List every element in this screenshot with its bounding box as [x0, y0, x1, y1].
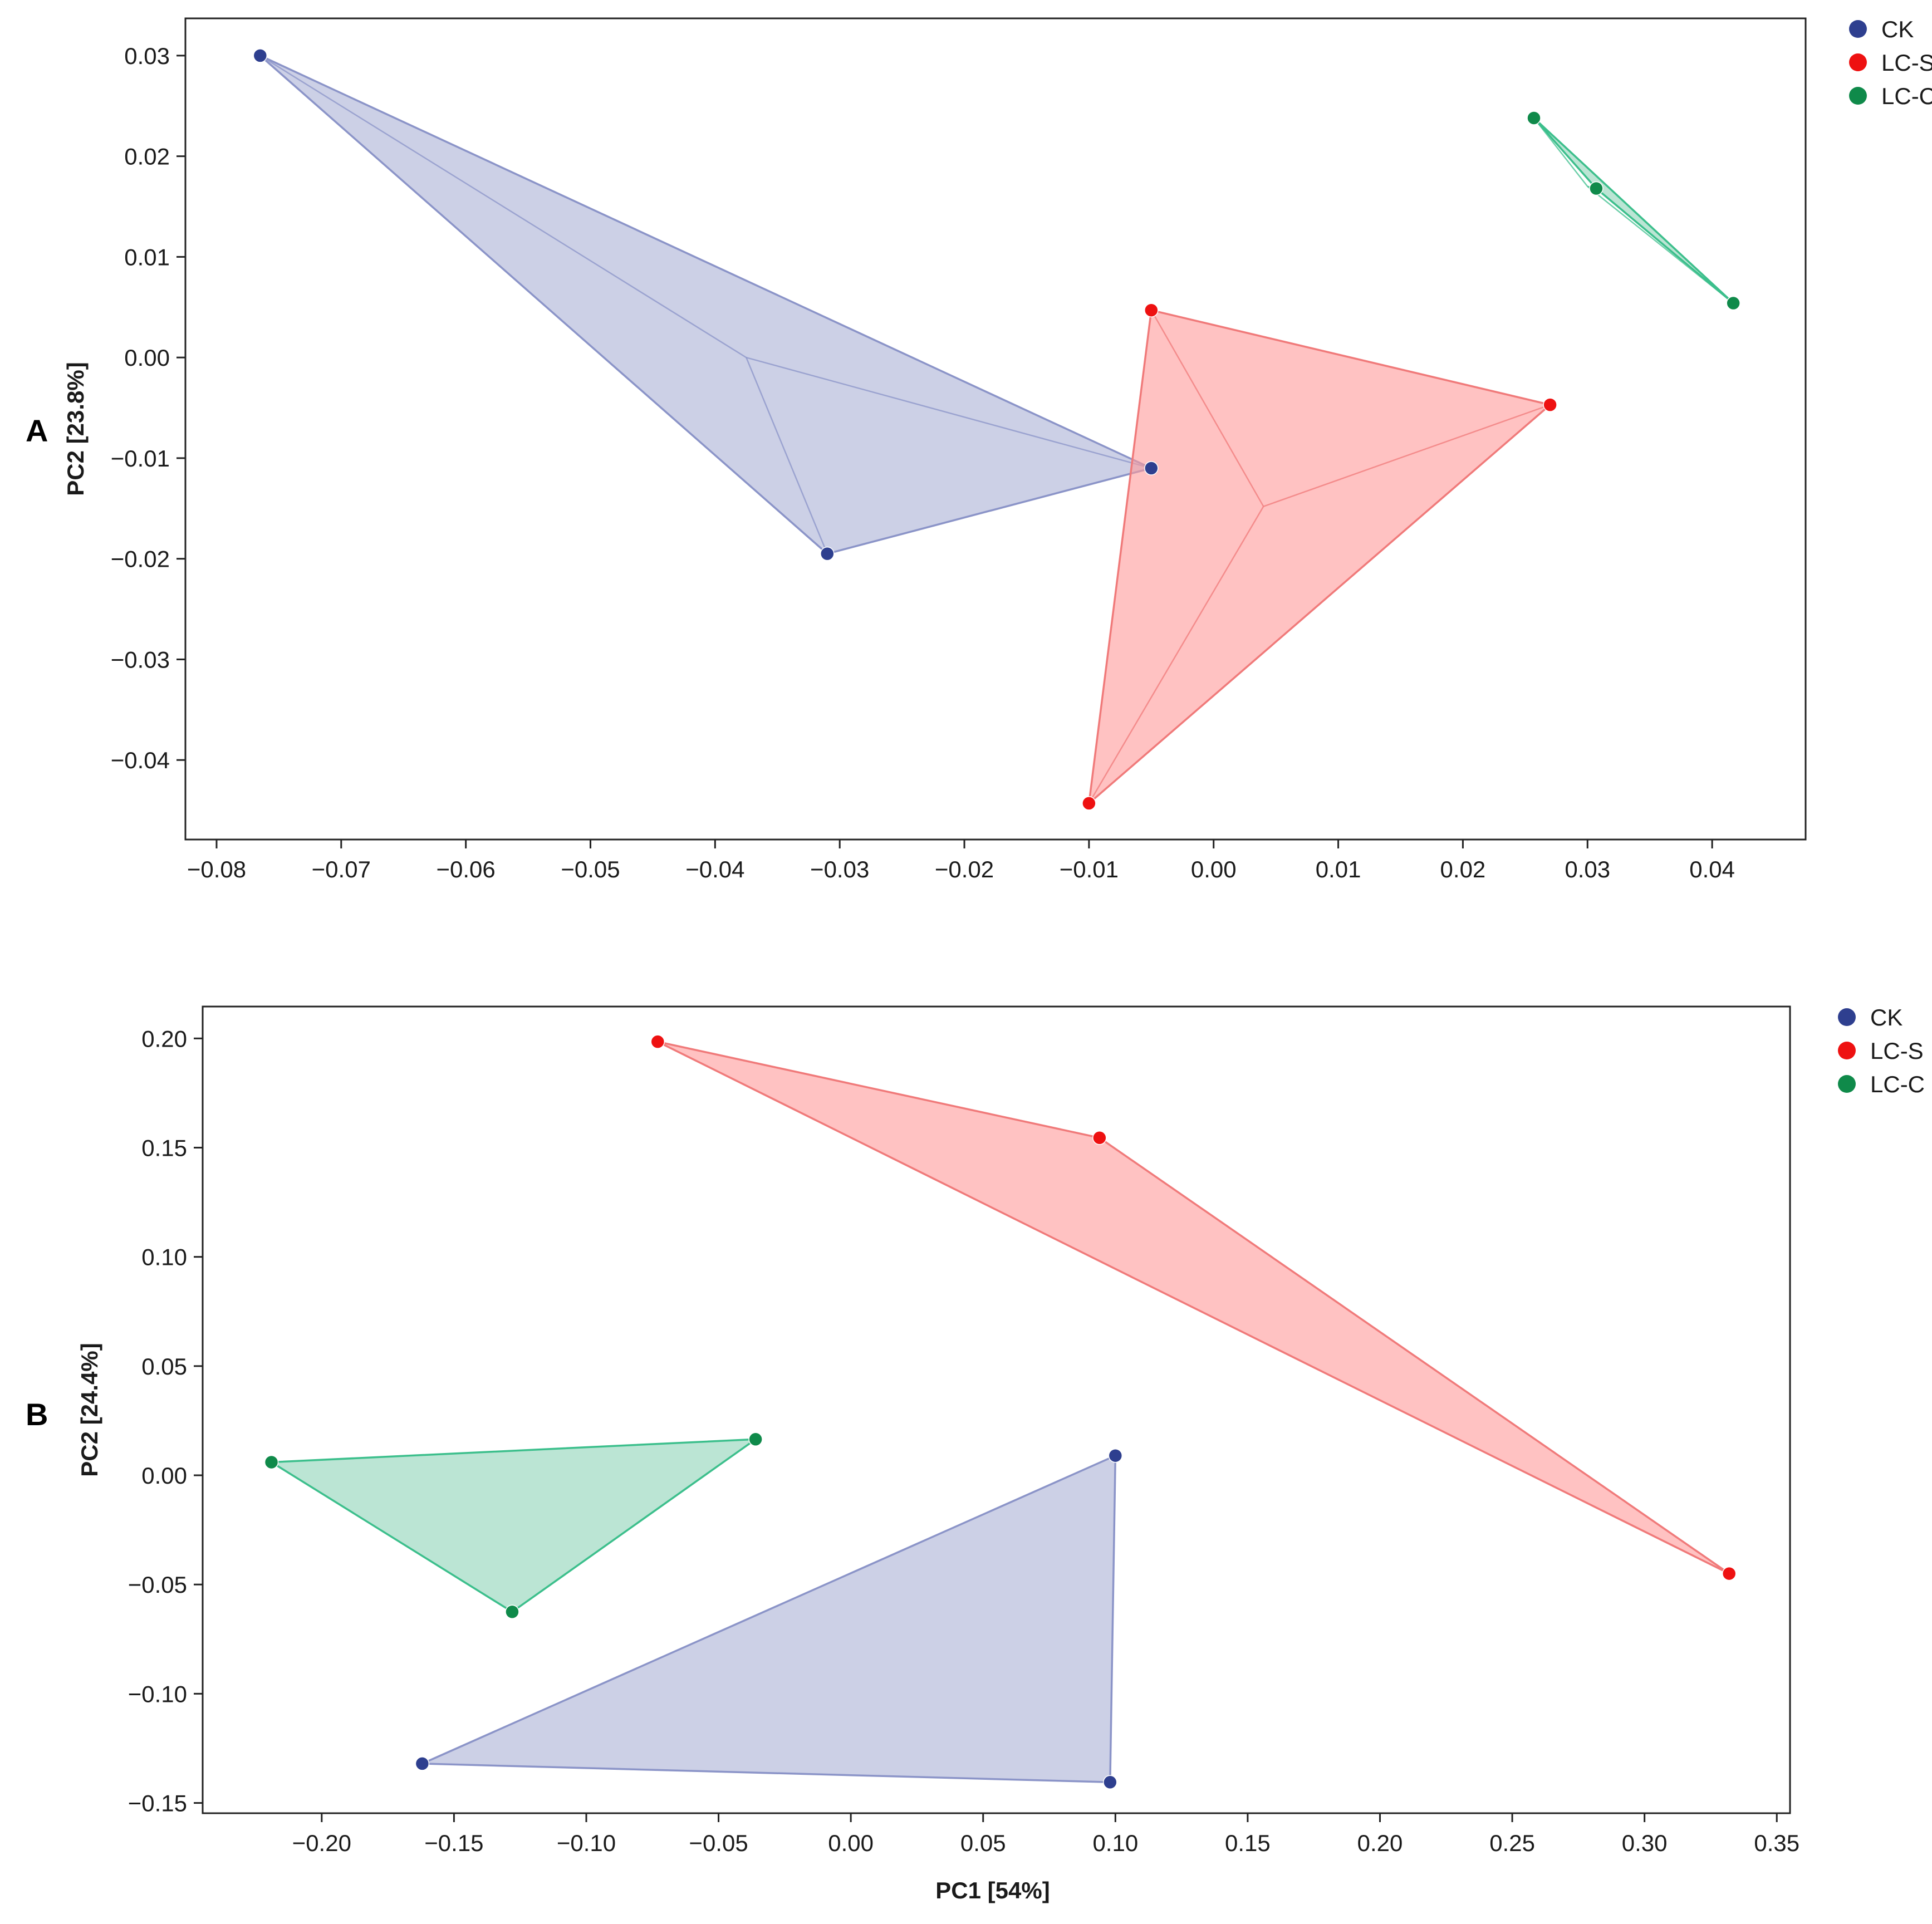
legend-marker-lc-c [1849, 87, 1867, 105]
x-tick-label: 0.25 [1489, 1830, 1535, 1856]
y-axis-title: PC2 [24.4%] [76, 1343, 102, 1476]
hull-inner-edge-ck [746, 357, 828, 554]
data-point-lc-c [1726, 296, 1740, 311]
y-tick-label: 0.03 [124, 43, 170, 69]
data-point-lc-c [264, 1455, 279, 1470]
data-point-ck [1108, 1448, 1123, 1463]
x-tick-label: −0.04 [685, 856, 744, 882]
data-point-lc-s [1722, 1566, 1737, 1581]
hull-inner-edge-lc-s [1263, 404, 1551, 507]
legend-label-lc-s: LC-S [1881, 50, 1932, 76]
x-axis-title: PC1 [54%] [935, 1877, 1050, 1903]
legend-marker-ck [1849, 20, 1867, 38]
data-point-lc-s [1082, 796, 1096, 811]
y-tick-label: 0.20 [141, 1025, 187, 1052]
hull-lc-s [1088, 309, 1551, 804]
x-tick-label: −0.03 [810, 856, 869, 882]
panel-b: −0.20 −0.15 −0.10 −0.05 0.00 0.05 0.10 0.15 0.20… [26, 1004, 1925, 1903]
hull-inner-edge-lc-s [1150, 310, 1264, 507]
x-tick-label: 0.02 [1440, 856, 1486, 882]
data-point-ck [415, 1756, 430, 1771]
x-tick-label: −0.06 [437, 856, 496, 882]
plot-frame [184, 17, 1807, 841]
hull-ck [259, 55, 1153, 555]
x-tick-label: 0.04 [1689, 856, 1735, 882]
legend-label-lc-c: LC-C [1870, 1071, 1925, 1097]
legend-marker-ck [1838, 1008, 1856, 1026]
plot-frame [202, 1005, 1791, 1814]
x-tick-label: 0.00 [1191, 856, 1237, 882]
x-tick-label: −0.10 [557, 1830, 616, 1856]
x-tick-label: −0.15 [424, 1830, 483, 1856]
hull-lc-c [1533, 117, 1734, 305]
x-tick-label: −0.05 [561, 856, 620, 882]
y-tick-label: 0.01 [124, 244, 170, 270]
y-tick-label: −0.03 [111, 646, 170, 673]
x-tick-label: −0.05 [689, 1830, 748, 1856]
y-tick-label: −0.02 [111, 546, 170, 572]
legend-label-lc-s: LC-S [1870, 1038, 1924, 1064]
data-point-lc-c [505, 1604, 519, 1619]
panel-letter: A [26, 413, 48, 448]
hull-inner-edge-lc-c [1587, 185, 1734, 304]
data-point-ck [820, 546, 835, 561]
legend-marker-lc-c [1838, 1075, 1856, 1093]
y-tick-label: 0.00 [124, 345, 170, 371]
x-tick-label: 0.35 [1754, 1830, 1799, 1856]
hull-inner-edge-lc-s [1088, 506, 1264, 804]
x-tick-label: 0.15 [1225, 1830, 1271, 1856]
y-axis-title: PC2 [23.8%] [62, 362, 89, 495]
legend-marker-lc-s [1849, 53, 1867, 71]
legend-label-ck: CK [1881, 16, 1914, 42]
x-tick-label: 0.30 [1622, 1830, 1668, 1856]
data-point-ck [1144, 461, 1159, 475]
x-tick-label: 0.03 [1565, 856, 1610, 882]
data-point-lc-c [1589, 181, 1604, 196]
data-point-ck [1103, 1775, 1117, 1790]
hull-inner-edge-ck [746, 356, 1152, 469]
data-point-lc-c [1527, 111, 1541, 125]
x-tick-label: −0.02 [935, 856, 994, 882]
hull-inner-edge-ck [259, 55, 747, 359]
hull-ck [421, 1454, 1117, 1784]
x-tick-label: −0.08 [187, 856, 246, 882]
x-tick-label: 0.00 [828, 1830, 874, 1856]
data-point-lc-s [1144, 303, 1159, 317]
x-tick-label: −0.20 [292, 1830, 351, 1856]
x-tick-label: 0.10 [1092, 1830, 1138, 1856]
x-tick-label: −0.07 [312, 856, 371, 882]
y-tick-label: 0.15 [141, 1135, 187, 1161]
x-tick-label: −0.01 [1060, 856, 1119, 882]
x-tick-label: 0.05 [960, 1830, 1006, 1856]
x-tick-label: 0.20 [1357, 1830, 1403, 1856]
data-point-lc-s [1543, 397, 1557, 412]
data-point-lc-s [650, 1034, 665, 1049]
legend-label-lc-c: LC-C [1881, 83, 1932, 109]
y-tick-label: −0.05 [128, 1572, 187, 1598]
hull-lc-s [656, 1040, 1730, 1575]
data-point-lc-s [1092, 1131, 1107, 1145]
y-tick-label: 0.02 [124, 144, 170, 170]
y-tick-label: 0.05 [141, 1353, 187, 1380]
panel-letter: B [26, 1397, 48, 1432]
y-tick-label: 0.00 [141, 1462, 187, 1489]
y-tick-label: 0.10 [141, 1244, 187, 1270]
legend-label-ck: CK [1870, 1004, 1902, 1030]
legend-marker-lc-s [1838, 1042, 1856, 1059]
data-point-lc-c [748, 1432, 763, 1447]
y-tick-label: −0.04 [111, 747, 170, 773]
data-point-ck [253, 48, 268, 63]
panel-a: −0.08 −0.07 −0.06 −0.05 −0.04 −0.03 −0.02 −0.01… [26, 16, 1932, 882]
x-tick-label: 0.01 [1316, 856, 1361, 882]
y-tick-label: −0.15 [128, 1790, 187, 1817]
y-tick-label: −0.10 [128, 1681, 187, 1707]
hull-lc-c [270, 1438, 757, 1613]
y-tick-label: −0.01 [111, 445, 170, 472]
hull-inner-edge-lc-c [1533, 117, 1588, 187]
